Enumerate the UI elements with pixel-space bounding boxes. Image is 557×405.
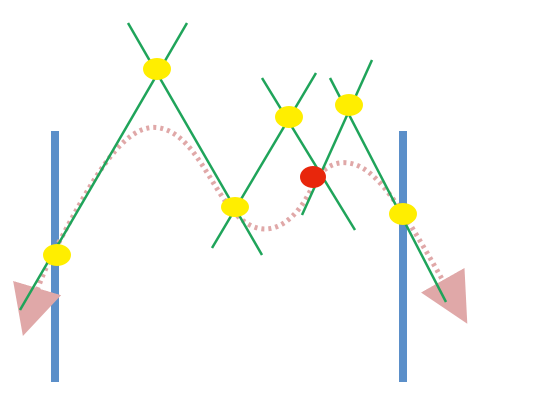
yellow-point-6 xyxy=(389,203,417,225)
green-line-4 xyxy=(260,77,357,231)
yellow-point-3 xyxy=(221,197,249,217)
green-line-3 xyxy=(210,72,318,249)
green-line-2 xyxy=(126,22,264,256)
yellow-point-2 xyxy=(143,58,171,80)
yellow-point-1 xyxy=(43,244,71,266)
yellow-point-5 xyxy=(335,94,363,116)
red-point xyxy=(300,166,326,188)
dotted-curve-right-arrow xyxy=(49,125,468,324)
yellow-point-4 xyxy=(275,106,303,128)
green-line-5 xyxy=(300,59,374,216)
